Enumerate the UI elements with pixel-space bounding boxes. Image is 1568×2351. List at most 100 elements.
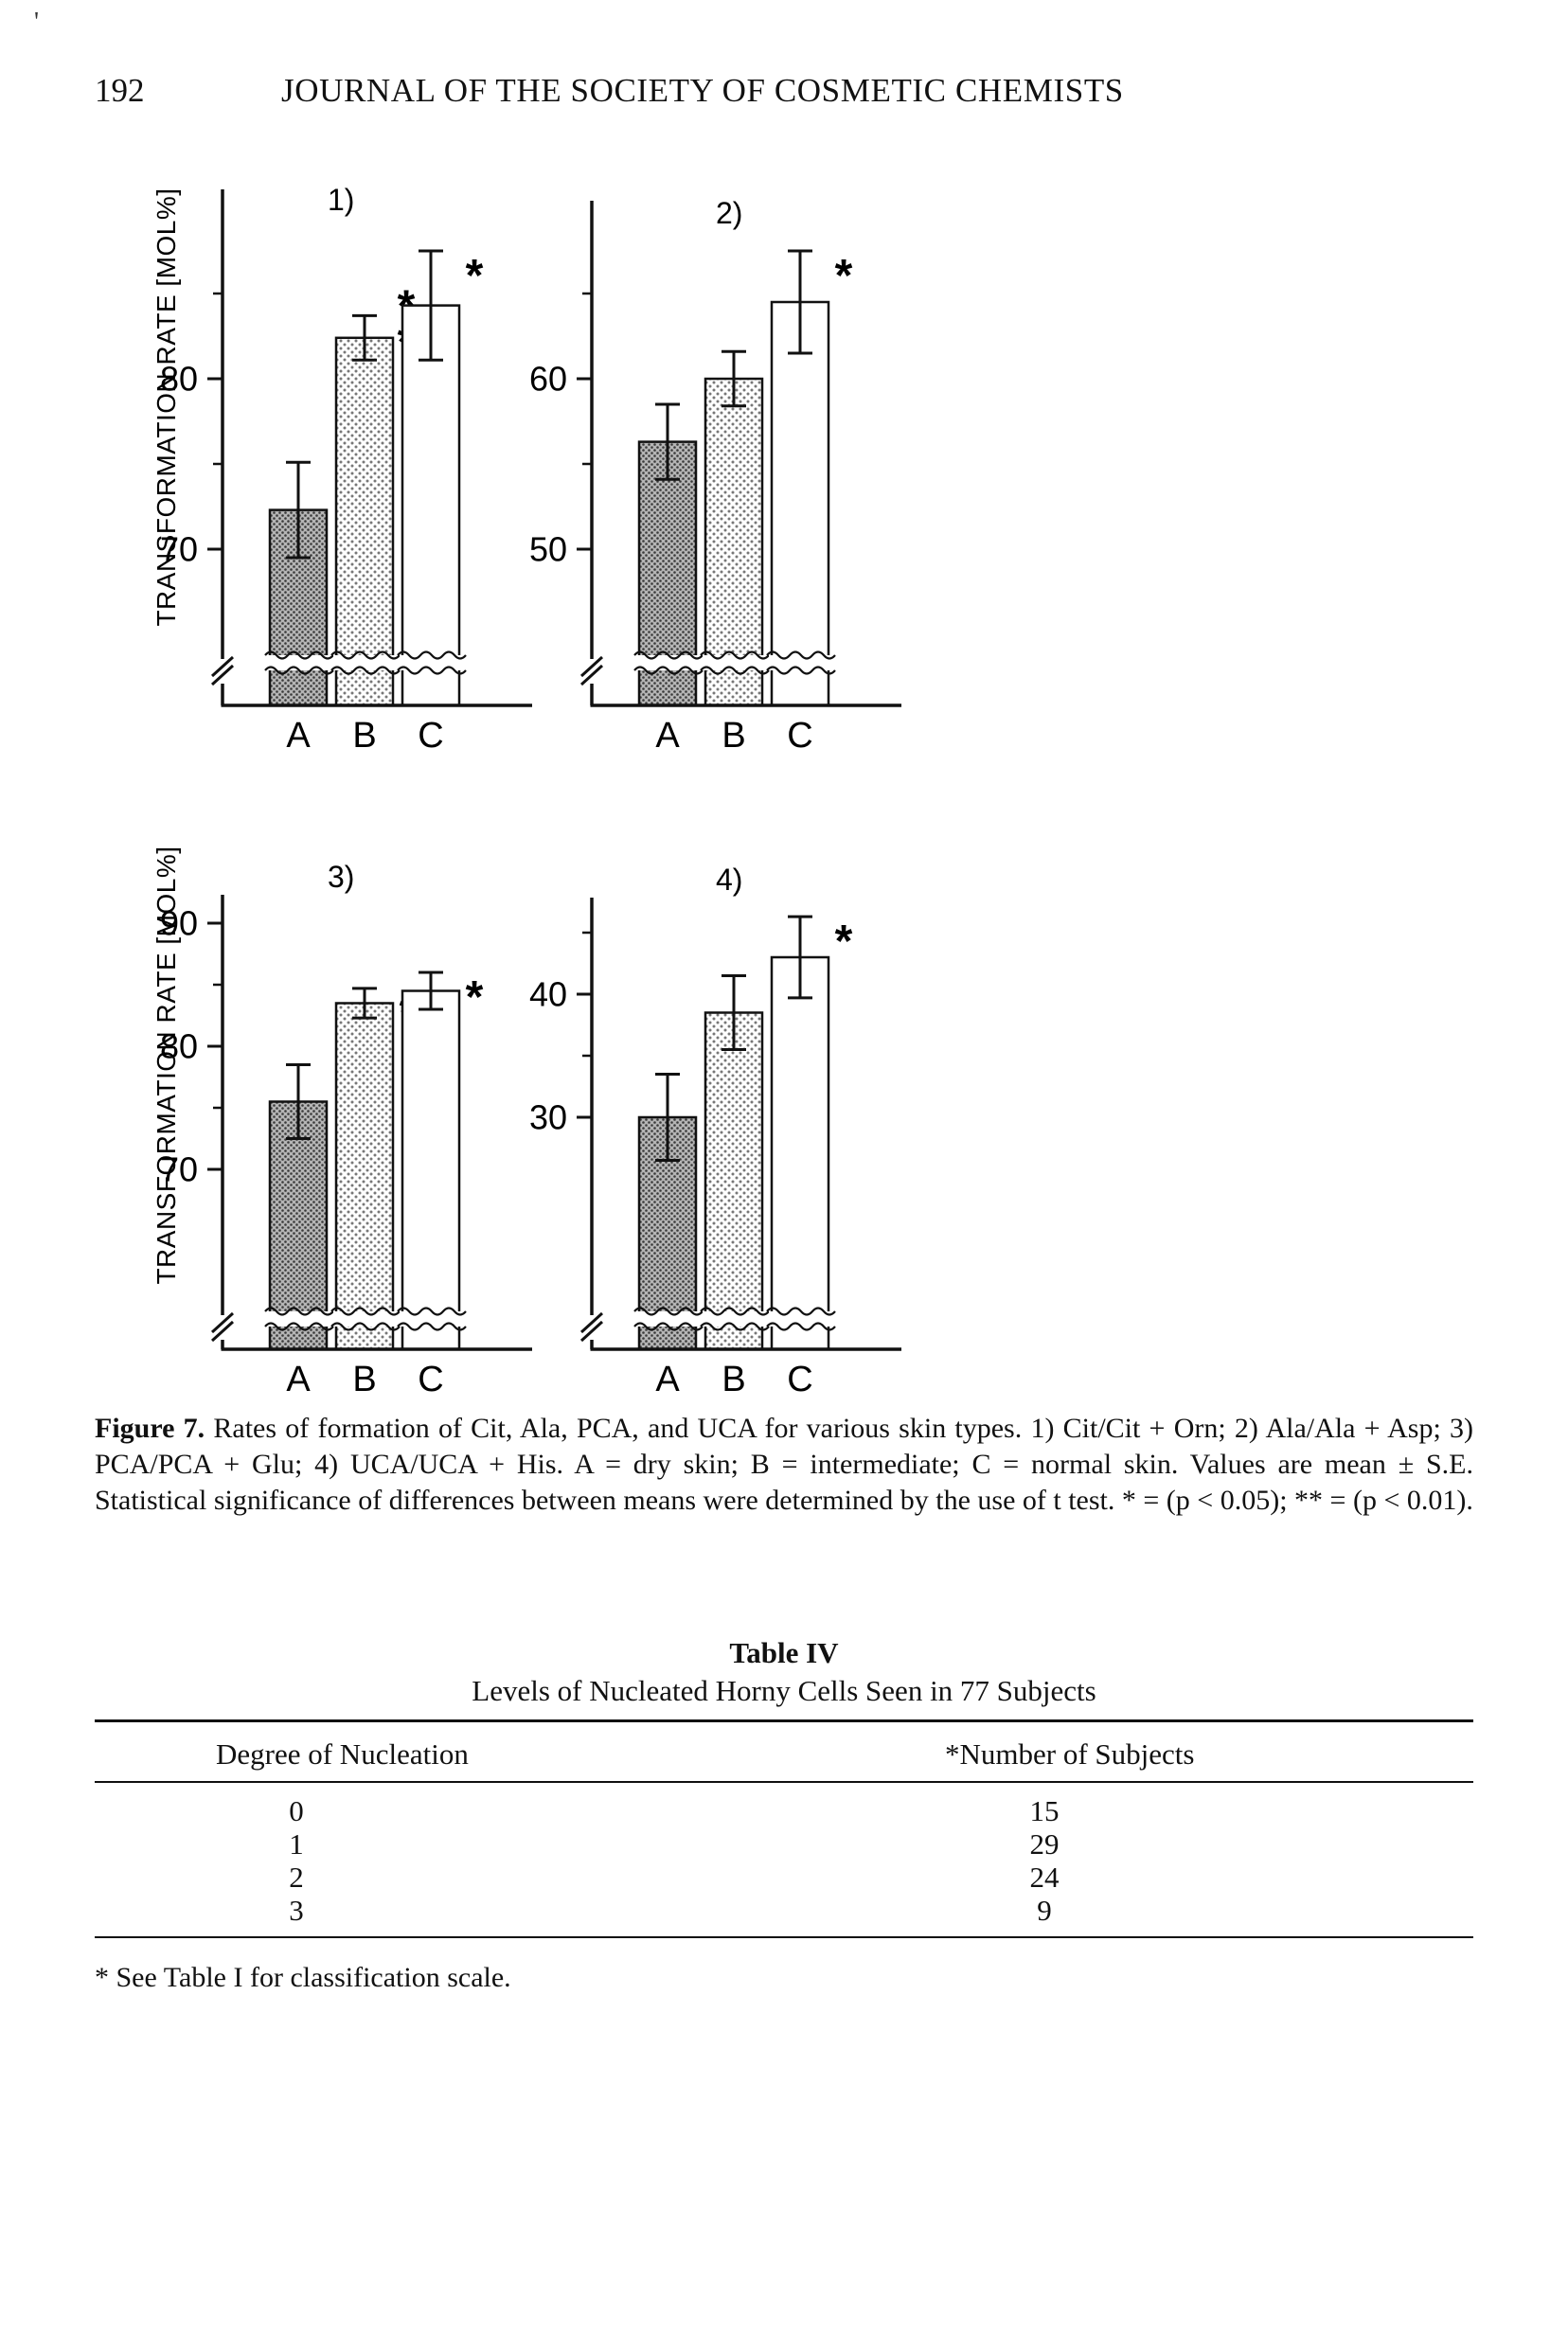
- break-wave: [264, 1307, 334, 1316]
- figure-caption-text: Rates of formation of Cit, Ala, PCA, and…: [95, 1413, 1473, 1517]
- chart-panel-4: A B * C 30 40 4): [529, 863, 901, 1399]
- break-wave: [397, 650, 467, 660]
- bar-C: [401, 304, 461, 707]
- bar-C: [401, 989, 461, 1351]
- table-rule-header: [95, 1781, 1473, 1783]
- break-wave: [700, 1322, 770, 1331]
- break-wave: [264, 650, 334, 660]
- y-tick-label: 30: [529, 1098, 567, 1137]
- break-wave: [633, 1307, 704, 1316]
- break-wave: [766, 650, 836, 660]
- break-wave: [264, 1322, 334, 1331]
- axis-break-slash: [210, 1311, 235, 1334]
- axis-break-gap: [221, 1315, 224, 1340]
- axis-break-slash: [210, 664, 235, 686]
- table-row: 1 29: [95, 1827, 1473, 1861]
- break-wave: [700, 666, 770, 675]
- x-category-label: B: [722, 1360, 745, 1399]
- column-header-degree: Degree of Nucleation: [216, 1737, 469, 1771]
- axis-break-slash: [210, 655, 235, 678]
- bar-B: [334, 1002, 395, 1351]
- break-wave: [397, 1322, 467, 1331]
- axis-break-slash: [579, 1311, 604, 1334]
- chart-panel-2: A B * C 50 60 2): [529, 196, 901, 756]
- cell-subjects: 24: [1029, 1861, 1060, 1894]
- y-tick-label: 70: [160, 1150, 198, 1189]
- journal-title: JOURNAL OF THE SOCIETY OF COSMETIC CHEMI…: [281, 72, 1124, 109]
- panel-label: 1): [328, 183, 354, 217]
- cell-degree: 1: [289, 1827, 304, 1861]
- bar-C: [770, 955, 830, 1351]
- y-axis-title: TRANSFORMATION RATE [MOL%]: [151, 187, 181, 626]
- x-category-label: A: [655, 1360, 680, 1399]
- figure-caption: Figure 7. Rates of formation of Cit, Ala…: [95, 1411, 1473, 1519]
- y-axis-title: TRANSFORMATION RATE [MOL%]: [151, 846, 181, 1284]
- break-wave: [633, 650, 704, 660]
- cell-degree: 2: [289, 1861, 304, 1894]
- y-tick-label: 50: [529, 530, 567, 569]
- break-wave: [766, 1322, 836, 1331]
- x-category-label: B: [352, 1360, 376, 1399]
- significance-mark: *: [835, 917, 853, 967]
- stray-mark: ': [34, 8, 40, 37]
- table-subtitle: Levels of Nucleated Horny Cells Seen in …: [472, 1674, 1096, 1707]
- axis-break-gap: [221, 659, 224, 684]
- x-category-label: A: [286, 1360, 311, 1399]
- break-wave: [700, 1307, 770, 1316]
- axis-break-slash: [210, 1320, 235, 1343]
- cell-degree: 0: [289, 1794, 304, 1827]
- x-category-label: C: [418, 716, 443, 756]
- y-tick-label: 60: [529, 360, 567, 399]
- table-header-row: Degree of Nucleation *Number of Subjects: [95, 1722, 1473, 1781]
- table-row: 2 24: [95, 1861, 1473, 1894]
- break-wave: [330, 1307, 401, 1316]
- break-wave: [330, 650, 401, 660]
- bar-C: [770, 300, 830, 707]
- table-row: 0 15: [95, 1794, 1473, 1827]
- x-category-label: B: [352, 716, 376, 756]
- table-section: Table IV Levels of Nucleated Horny Cells…: [95, 1636, 1473, 1938]
- page-number: 192: [95, 72, 145, 109]
- y-tick-label: 70: [160, 530, 198, 569]
- y-tick-label: 80: [160, 1027, 198, 1066]
- break-wave: [264, 666, 334, 675]
- y-tick-label: 40: [529, 975, 567, 1014]
- axis-break-slash: [579, 664, 604, 686]
- break-wave: [330, 666, 401, 675]
- significance-mark: *: [835, 251, 853, 301]
- axis-break-slash: [579, 655, 604, 678]
- x-category-label: A: [286, 716, 311, 756]
- break-wave: [397, 1307, 467, 1316]
- table-footnote: * See Table I for classification scale.: [95, 1962, 511, 1993]
- table-body: 0 15 1 29 2 24 3 9: [95, 1783, 1473, 1936]
- significance-mark: *: [466, 972, 484, 1023]
- break-wave: [766, 1307, 836, 1316]
- table-rule-top: [95, 1719, 1473, 1722]
- bar-B: [334, 336, 395, 707]
- x-category-label: C: [787, 1360, 812, 1399]
- axis-break-gap: [590, 1315, 594, 1340]
- break-wave: [766, 666, 836, 675]
- cell-subjects: 9: [1037, 1894, 1052, 1927]
- x-category-label: A: [655, 716, 680, 756]
- break-wave: [633, 1322, 704, 1331]
- panel-label: 3): [328, 860, 354, 894]
- cell-subjects: 29: [1029, 1827, 1060, 1861]
- x-category-label: C: [418, 1360, 443, 1399]
- axis-break-slash: [579, 1320, 604, 1343]
- table-rule-bottom: [95, 1936, 1473, 1938]
- x-category-label: B: [722, 716, 745, 756]
- panel-label: 4): [716, 863, 742, 897]
- break-wave: [633, 666, 704, 675]
- break-wave: [330, 1322, 401, 1331]
- bar-B: [704, 1011, 764, 1351]
- break-wave: [397, 666, 467, 675]
- axis-break-gap: [590, 659, 594, 684]
- cell-subjects: 15: [1029, 1794, 1060, 1827]
- x-category-label: C: [787, 716, 812, 756]
- y-tick-label: 90: [160, 904, 198, 943]
- break-wave: [700, 650, 770, 660]
